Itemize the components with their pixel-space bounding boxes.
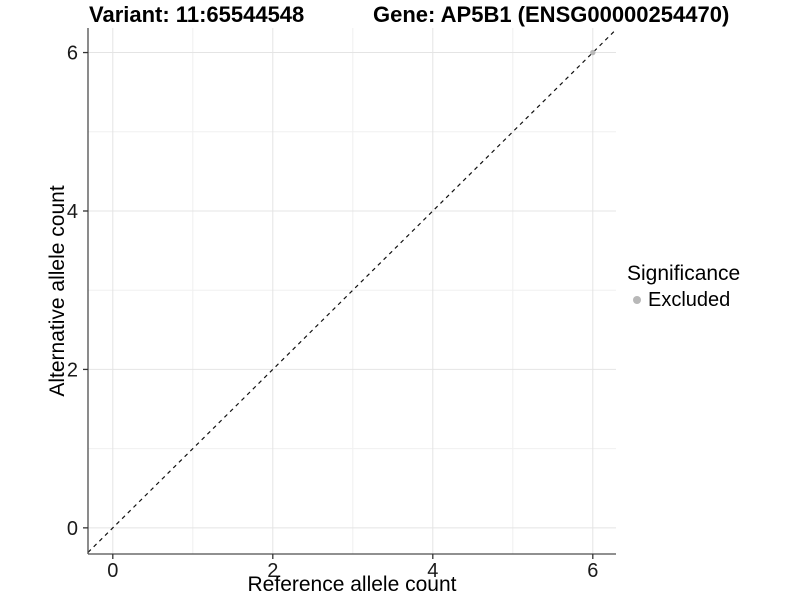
y-axis-title: Alternative allele count (46, 185, 69, 396)
y-tick-label: 0 (67, 518, 78, 540)
x-tick-label: 0 (107, 560, 118, 582)
x-tick-label: 6 (587, 560, 598, 582)
identity-line (87, 29, 617, 553)
y-tick-label: 2 (67, 359, 78, 381)
y-tick-label: 6 (67, 43, 78, 65)
gene-title: Gene: AP5B1 (ENSG00000254470) (373, 2, 730, 27)
y-tick-label: 4 (67, 201, 78, 223)
x-axis-title: Reference allele count (248, 573, 457, 596)
x-tick-label: 2 (267, 560, 278, 582)
legend-item: Excluded (627, 287, 740, 313)
legend: Significance Excluded (627, 261, 740, 313)
variant-title: Variant: 11:65544548 (89, 2, 305, 27)
legend-point-icon (633, 296, 641, 304)
legend-title: Significance (627, 262, 741, 285)
legend-item-label: Excluded (648, 289, 731, 311)
data-point-excluded (590, 49, 596, 56)
x-tick-label: 4 (427, 560, 438, 582)
